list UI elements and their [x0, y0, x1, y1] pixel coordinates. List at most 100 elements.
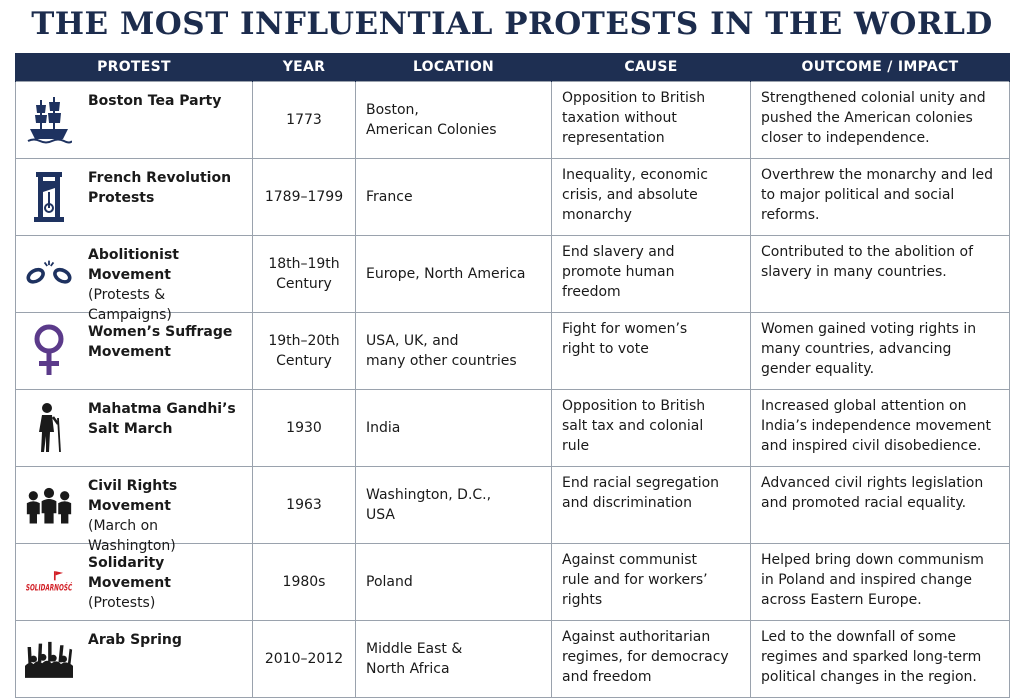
protest-cell: Arab Spring: [15, 620, 253, 698]
cause-cell: Opposition to British salt tax and coloni…: [551, 389, 751, 467]
outcome-line: regimes and sparked long-term: [761, 649, 982, 665]
outcome-line: Increased global attention on: [761, 398, 967, 414]
location-line: USA: [366, 507, 395, 523]
year-cell: 1773: [252, 81, 356, 159]
year-line: 19th–20th: [268, 333, 340, 349]
cause-line: Against communist: [562, 552, 697, 568]
cause-cell: Opposition to British taxation without rep…: [551, 81, 751, 159]
year-line: 1789–1799: [264, 189, 344, 205]
cause-line: salt tax and colonial: [562, 418, 704, 434]
protest-subtitle: Movement: [88, 344, 171, 360]
protest-cell: Abolitionist Movement (Protests & Campaig…: [15, 235, 253, 323]
cause-cell: Inequality, economic crisis, and absolute…: [551, 158, 751, 236]
outcome-line: pushed the American colonies: [761, 110, 973, 126]
protest-name: Mahatma Gandhi’s Salt March: [88, 399, 248, 439]
location-cell: Washington, D.C., USA: [355, 466, 552, 544]
location-cell: Poland: [355, 543, 552, 621]
location-line: American Colonies: [366, 122, 497, 138]
header-location: LOCATION: [355, 53, 552, 82]
year-cell: 1963: [252, 466, 356, 544]
cause-line: right to vote: [562, 341, 649, 357]
location-cell: Europe, North America: [355, 235, 552, 313]
table-row: Mahatma Gandhi’s Salt March 1930 India Oppos…: [15, 389, 1010, 467]
outcome-line: Advanced civil rights legislation: [761, 475, 984, 491]
cause-line: End slavery and: [562, 244, 675, 260]
protest-subtitle: Salt March: [88, 421, 173, 437]
location-line: North Africa: [366, 661, 450, 677]
outcome-line: Helped bring down communism: [761, 552, 984, 568]
table-body: Boston Tea Party 1773 Boston, American Colo…: [15, 81, 1010, 698]
location-line: Washington, D.C.,: [366, 487, 492, 503]
protest-subtitle: Protests: [88, 190, 155, 206]
cause-line: rights: [562, 592, 603, 608]
year-line: Century: [276, 276, 332, 292]
year-line: 1980s: [282, 574, 326, 590]
protest-title: Mahatma Gandhi’s: [88, 401, 236, 417]
location-line: Poland: [366, 574, 413, 590]
location-line: France: [366, 189, 413, 205]
cause-cell: End slavery and promote human freedom: [551, 235, 751, 313]
outcome-line: India’s independence movement: [761, 418, 992, 434]
location-cell: France: [355, 158, 552, 236]
cause-line: regimes, for democracy: [562, 649, 729, 665]
cause-line: Inequality, economic: [562, 167, 708, 183]
cause-line: representation: [562, 130, 665, 146]
outcome-line: Led to the downfall of some: [761, 629, 957, 645]
location-cell: India: [355, 389, 552, 467]
protest-title: Boston Tea Party: [88, 93, 222, 109]
location-line: India: [366, 420, 401, 436]
walking-figure-icon: [25, 403, 73, 453]
outcome-line: Overthrew the monarchy and led: [761, 167, 994, 183]
cause-cell: Fight for women’s right to vote: [551, 312, 751, 390]
table-row: French Revolution Protests 1789–1799 France…: [15, 158, 1010, 236]
cause-line: taxation without: [562, 110, 677, 126]
outcome-line: and inspired civil disobedience.: [761, 438, 982, 454]
outcome-line: and promoted racial equality.: [761, 495, 967, 511]
cause-line: and freedom: [562, 669, 652, 685]
ship-icon: [25, 95, 73, 145]
outcome-line: slavery in many countries.: [761, 264, 947, 280]
location-line: many other countries: [366, 353, 517, 369]
table-row: Boston Tea Party 1773 Boston, American Colo…: [15, 81, 1010, 159]
outcome-cell: Increased global attention on India’s ind…: [750, 389, 1010, 467]
protest-name: Arab Spring: [88, 630, 248, 650]
year-cell: 18th–19th Century: [252, 235, 356, 313]
year-line: 2010–2012: [264, 651, 344, 667]
protest-title: Solidarity Movement: [88, 555, 171, 591]
outcome-cell: Women gained voting rights in many countr…: [750, 312, 1010, 390]
protest-cell: Civil Rights Movement (March on Washingto…: [15, 466, 253, 554]
protest-cell: Boston Tea Party: [15, 81, 253, 159]
location-cell: USA, UK, and many other countries: [355, 312, 552, 390]
location-line: Boston,: [366, 102, 419, 118]
protest-cell: SOLIDARNOŚĆ Solidarity Movement (Protests…: [15, 543, 253, 621]
year-cell: 1789–1799: [252, 158, 356, 236]
guillotine-icon: [25, 172, 73, 222]
cause-line: rule: [562, 438, 590, 454]
solidarnosc-logo-icon: SOLIDARNOŚĆ: [25, 557, 73, 607]
page-title: THE MOST INFLUENTIAL PROTESTS IN THE WOR…: [31, 6, 993, 42]
table-row: Abolitionist Movement (Protests & Campaig…: [15, 235, 1010, 323]
table-row: SOLIDARNOŚĆ Solidarity Movement (Protests…: [15, 543, 1010, 621]
protest-cell: Mahatma Gandhi’s Salt March: [15, 389, 253, 467]
protest-name: Boston Tea Party: [88, 91, 248, 111]
cause-line: monarchy: [562, 207, 632, 223]
svg-text:SOLIDARNOŚĆ: SOLIDARNOŚĆ: [26, 581, 73, 593]
cause-cell: Against communist rule and for workers’ ri…: [551, 543, 751, 621]
outcome-line: Strengthened colonial unity and: [761, 90, 986, 106]
cause-line: and discrimination: [562, 495, 692, 511]
year-cell: 19th–20th Century: [252, 312, 356, 390]
outcome-line: Contributed to the abolition of: [761, 244, 974, 260]
protest-title: Arab Spring: [88, 632, 182, 648]
cause-line: Opposition to British: [562, 90, 706, 106]
cause-cell: End racial segregation and discrimination: [551, 466, 751, 544]
table-row: Civil Rights Movement (March on Washingto…: [15, 466, 1010, 554]
cause-line: Fight for women’s: [562, 321, 688, 337]
cause-line: Against authoritarian: [562, 629, 711, 645]
table-header-row: PROTEST YEAR LOCATION CAUSE OUTCOME / IM…: [15, 53, 1010, 82]
protest-subtitle: (Protests): [88, 595, 156, 611]
protest-cell: French Revolution Protests: [15, 158, 253, 236]
outcome-cell: Led to the downfall of some regimes and s…: [750, 620, 1010, 698]
outcome-line: to major political and social: [761, 187, 955, 203]
outcome-cell: Overthrew the monarchy and led to major p…: [750, 158, 1010, 236]
cause-cell: Against authoritarian regimes, for democr…: [551, 620, 751, 698]
